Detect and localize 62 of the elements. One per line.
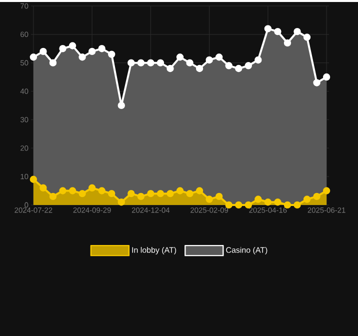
point bbox=[225, 201, 232, 209]
point bbox=[215, 54, 223, 61]
point bbox=[235, 64, 242, 72]
point bbox=[274, 28, 282, 36]
point bbox=[118, 102, 125, 110]
point bbox=[49, 59, 57, 66]
point bbox=[303, 34, 311, 41]
point bbox=[215, 192, 223, 200]
point bbox=[68, 42, 76, 50]
point bbox=[264, 25, 272, 32]
point bbox=[59, 45, 66, 52]
point bbox=[206, 196, 213, 203]
point bbox=[313, 192, 320, 200]
point bbox=[176, 54, 184, 61]
point bbox=[235, 201, 242, 209]
point bbox=[78, 54, 86, 61]
point bbox=[108, 50, 116, 58]
point bbox=[137, 59, 145, 66]
point bbox=[137, 192, 145, 200]
point bbox=[322, 187, 330, 194]
point bbox=[98, 187, 106, 194]
point bbox=[284, 201, 292, 209]
point bbox=[128, 190, 135, 198]
point bbox=[118, 198, 125, 206]
point bbox=[156, 59, 164, 66]
point bbox=[40, 48, 47, 56]
point bbox=[156, 190, 164, 198]
point bbox=[166, 64, 174, 72]
point bbox=[59, 187, 66, 194]
point bbox=[30, 54, 38, 61]
point bbox=[147, 59, 154, 66]
point bbox=[254, 56, 262, 64]
point bbox=[284, 39, 292, 47]
point bbox=[244, 201, 252, 209]
point bbox=[30, 176, 38, 183]
point bbox=[254, 196, 262, 203]
point bbox=[108, 190, 116, 198]
point bbox=[176, 187, 184, 194]
point bbox=[225, 62, 232, 70]
point bbox=[68, 187, 76, 194]
point bbox=[294, 28, 301, 36]
point bbox=[98, 45, 106, 52]
point bbox=[40, 184, 47, 192]
point bbox=[313, 79, 320, 86]
point bbox=[49, 192, 57, 200]
point bbox=[147, 190, 154, 198]
point bbox=[196, 64, 204, 72]
point bbox=[88, 48, 96, 56]
point bbox=[206, 56, 213, 64]
point bbox=[294, 201, 301, 209]
point bbox=[186, 59, 194, 66]
point bbox=[186, 190, 194, 198]
point bbox=[166, 190, 174, 198]
point bbox=[322, 73, 330, 81]
point bbox=[196, 187, 204, 194]
point bbox=[274, 198, 282, 206]
point bbox=[264, 198, 272, 206]
point bbox=[128, 59, 135, 66]
point bbox=[303, 196, 311, 203]
point bbox=[88, 184, 96, 192]
point bbox=[244, 62, 252, 70]
point bbox=[78, 190, 86, 198]
